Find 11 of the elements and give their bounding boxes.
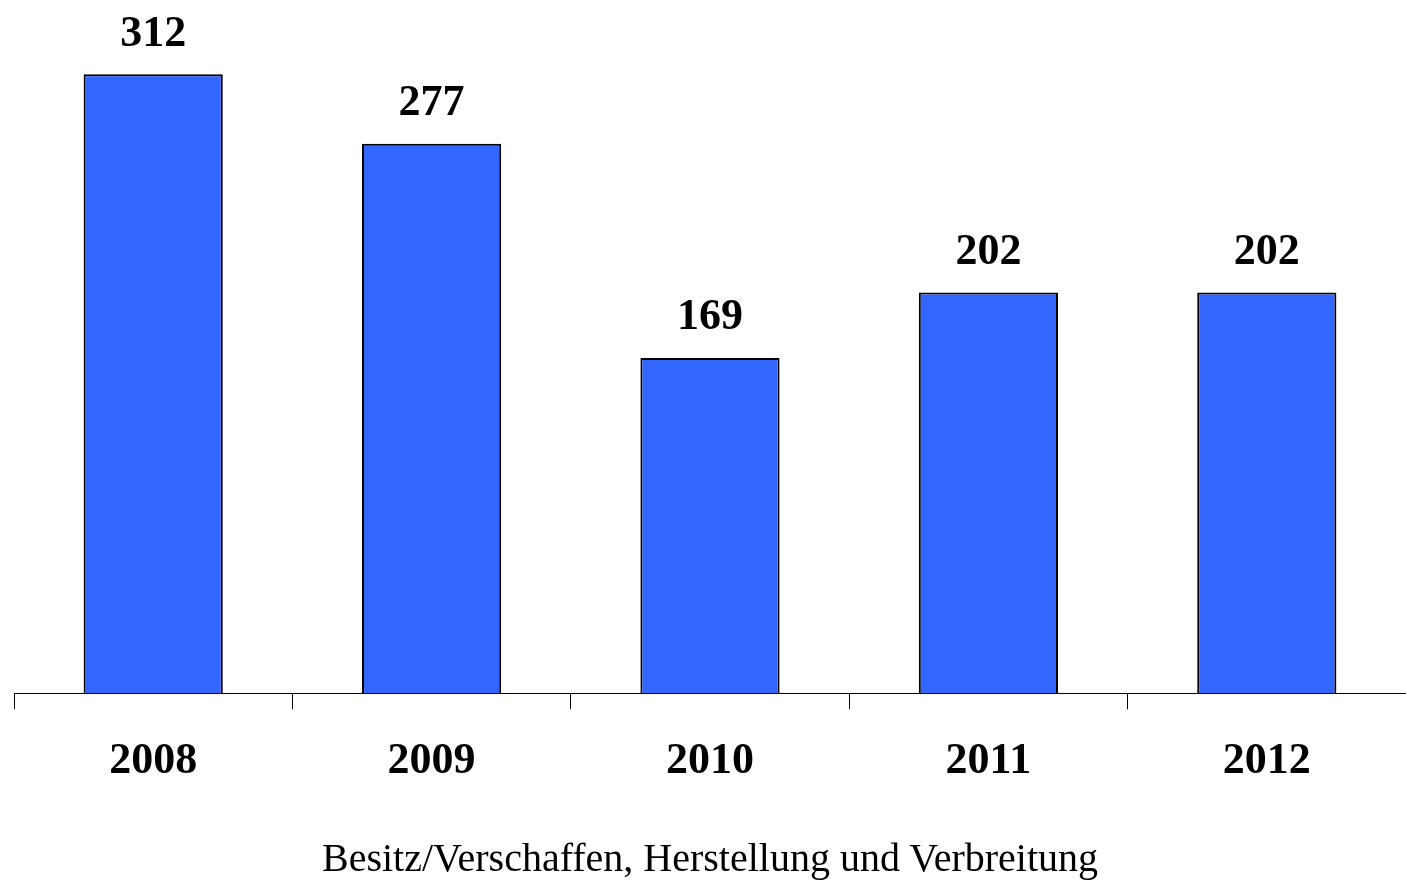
data-label: 312 [120,6,187,56]
x-tick-label: 2010 [666,733,754,783]
data-label: 202 [955,224,1022,274]
data-label: 277 [398,76,465,126]
x-tick-label: 2009 [387,733,476,783]
data-label: 202 [1233,224,1300,274]
x-tick-label: 2008 [109,733,198,783]
x-tick-label: 2012 [1222,733,1311,783]
x-tick-label: 2011 [945,733,1032,783]
data-label: 169 [677,290,743,340]
x-axis-title: Besitz/Verschaffen, Herstellung und Verbreitung [321,834,1099,880]
